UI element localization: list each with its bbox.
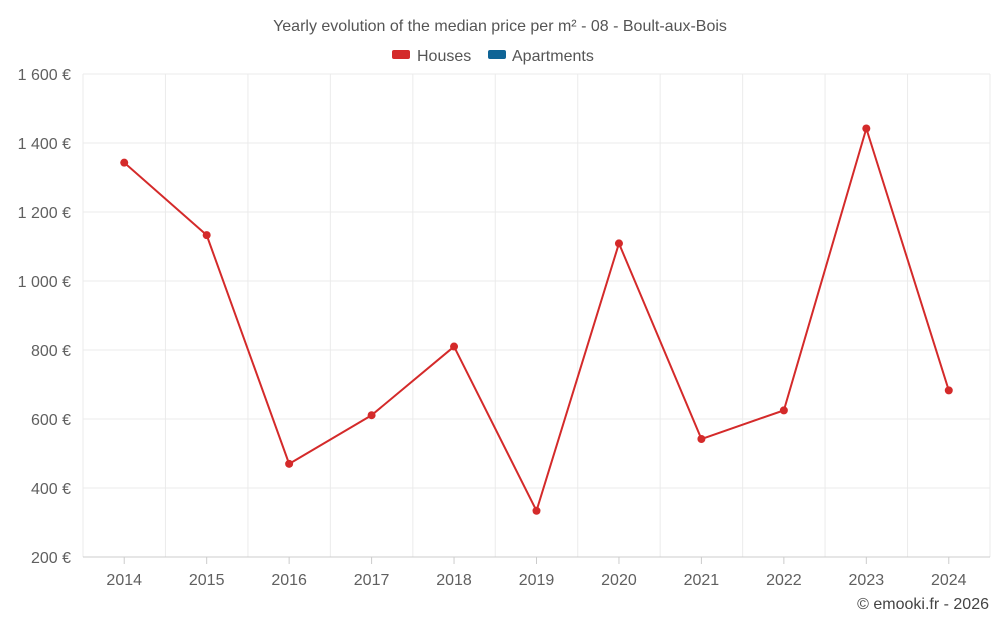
chart-title: Yearly evolution of the median price per…: [273, 18, 727, 35]
legend-label-houses: Houses: [417, 48, 471, 65]
y-tick-label: 1 400 €: [18, 136, 71, 153]
x-tick-label: 2023: [849, 572, 885, 589]
data-point-houses[interactable]: [779, 406, 788, 415]
y-tick-label: 1 600 €: [18, 67, 71, 84]
data-point-houses[interactable]: [367, 411, 376, 420]
y-tick-label: 1 000 €: [18, 274, 71, 291]
data-point-houses[interactable]: [697, 435, 706, 444]
data-point-houses[interactable]: [285, 459, 294, 468]
legend-item-houses[interactable]: Houses: [392, 48, 471, 65]
data-point-houses[interactable]: [944, 386, 953, 395]
y-gridlines: [83, 73, 990, 489]
credit-text: © emooki.fr - 2026: [857, 596, 989, 613]
x-axis: 2014 2015 2016 2017 2018 2019 2020 2021 2022 2023…: [83, 556, 990, 589]
legend-swatch-apartments: [488, 50, 506, 59]
data-point-houses[interactable]: [532, 506, 541, 515]
x-tick-label: 2015: [189, 572, 225, 589]
legend-item-apartments[interactable]: Apartments: [488, 48, 594, 65]
x-tick-label: 2016: [271, 572, 307, 589]
legend-swatch-houses: [392, 50, 410, 59]
y-tick-label: 600 €: [31, 412, 71, 429]
legend-label-apartments: Apartments: [512, 48, 594, 65]
x-tick-label: 2014: [106, 572, 142, 589]
x-tick-label: 2021: [684, 572, 720, 589]
legend: Houses Apartments: [392, 48, 594, 65]
x-tick-label: 2024: [931, 572, 967, 589]
y-tick-label: 800 €: [31, 343, 71, 360]
series-layer: [120, 124, 953, 515]
x-tick-label: 2019: [519, 572, 555, 589]
y-axis: 200 € 400 € 600 € 800 € 1 000 € 1 200 € 1 400 …: [18, 67, 71, 567]
x-tick-label: 2022: [766, 572, 802, 589]
data-point-houses[interactable]: [202, 231, 211, 240]
data-point-houses[interactable]: [120, 158, 129, 167]
y-tick-label: 200 €: [31, 550, 71, 567]
y-tick-label: 400 €: [31, 481, 71, 498]
x-tick-label: 2020: [601, 572, 637, 589]
data-point-houses[interactable]: [614, 239, 623, 248]
y-tick-label: 1 200 €: [18, 205, 71, 222]
x-tick-label: 2018: [436, 572, 472, 589]
x-gridlines: [82, 74, 991, 557]
data-point-houses[interactable]: [862, 124, 871, 133]
x-tick-label: 2017: [354, 572, 390, 589]
data-point-houses[interactable]: [450, 342, 459, 351]
